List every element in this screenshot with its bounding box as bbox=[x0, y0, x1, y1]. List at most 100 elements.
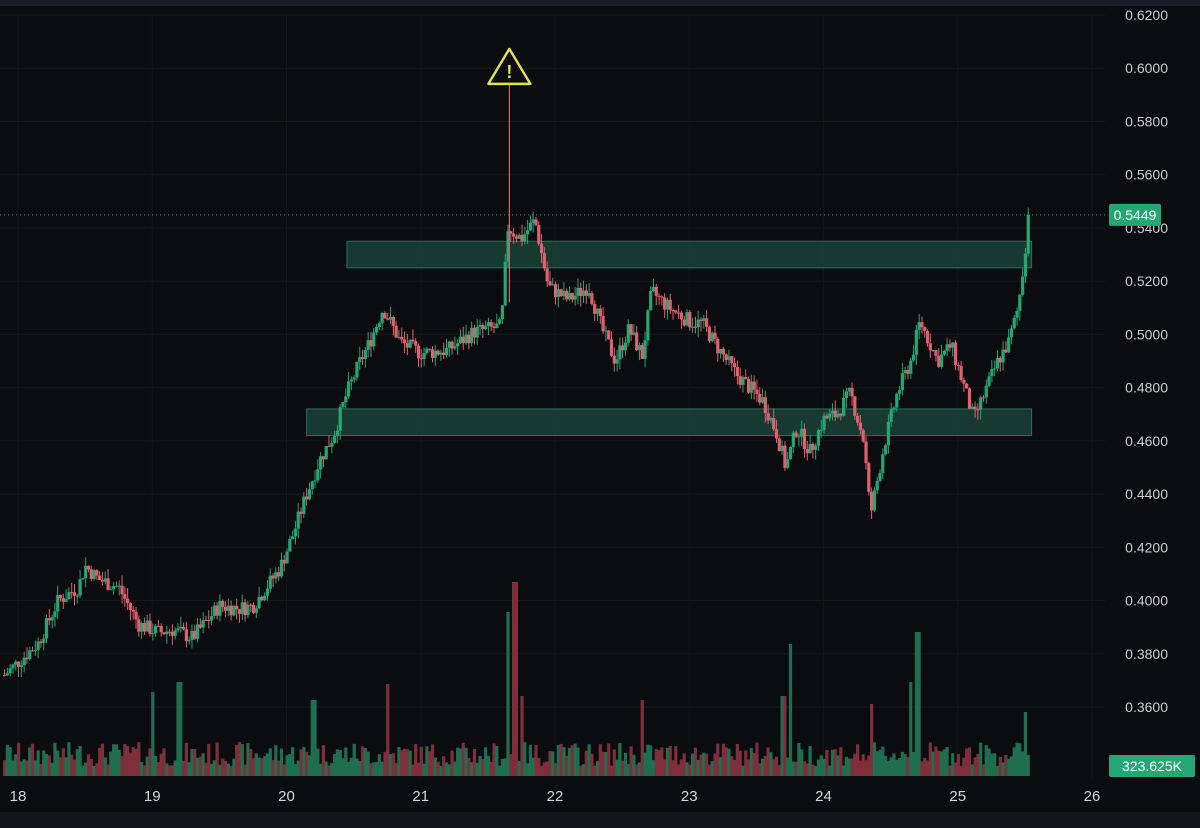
volume-bar bbox=[635, 764, 639, 776]
volume-bar bbox=[716, 743, 720, 776]
candle-body bbox=[397, 336, 401, 338]
candle-body bbox=[886, 421, 890, 446]
candle-body bbox=[948, 344, 952, 348]
volume-bar bbox=[243, 764, 247, 776]
candle-body bbox=[945, 344, 949, 351]
volume-bar bbox=[484, 747, 488, 776]
volume-bar bbox=[693, 747, 698, 776]
volume-bar bbox=[643, 752, 647, 776]
volume-bar bbox=[458, 748, 463, 776]
candle-body bbox=[872, 490, 877, 511]
candle-body bbox=[56, 594, 60, 612]
volume-bar bbox=[405, 749, 409, 776]
candle-body bbox=[489, 322, 493, 327]
volume-bar bbox=[209, 763, 214, 776]
candle-body bbox=[243, 602, 247, 616]
candle-body bbox=[763, 397, 767, 414]
volume-bar bbox=[232, 758, 236, 776]
volume-bar bbox=[962, 757, 966, 776]
candle-body bbox=[679, 312, 684, 320]
volume-bar bbox=[293, 763, 298, 776]
candle-body bbox=[704, 318, 709, 327]
candle-body bbox=[844, 391, 849, 398]
volume-badge: 323.625K bbox=[1109, 755, 1195, 777]
x-tick-label: 22 bbox=[547, 788, 564, 805]
candle-body bbox=[433, 350, 437, 358]
candle-body bbox=[766, 413, 770, 421]
volume-bar bbox=[268, 748, 272, 776]
candle-body bbox=[724, 354, 728, 360]
candle-body bbox=[623, 342, 628, 351]
volume-bar bbox=[744, 750, 748, 776]
x-tick-label: 26 bbox=[1084, 788, 1101, 805]
volume-bar bbox=[263, 756, 267, 776]
volume-bar bbox=[307, 755, 312, 776]
candle-body bbox=[257, 596, 261, 609]
candle-body bbox=[607, 330, 611, 340]
candle-body bbox=[654, 286, 658, 296]
candle-body bbox=[1007, 337, 1011, 353]
candle-body bbox=[663, 297, 667, 310]
volume-bar bbox=[154, 755, 158, 776]
candle-body bbox=[355, 361, 359, 378]
candle-body bbox=[492, 326, 496, 329]
candle-body bbox=[313, 480, 317, 482]
zones bbox=[306, 240, 1033, 437]
candle-body bbox=[349, 379, 353, 382]
volume-bar bbox=[221, 758, 225, 776]
candle-body bbox=[621, 345, 625, 351]
y-tick-label: 0.4400 bbox=[1125, 486, 1168, 502]
volume-bar bbox=[777, 765, 781, 776]
y-tick-label: 0.6200 bbox=[1125, 7, 1168, 23]
candle-body bbox=[956, 364, 960, 366]
warning-icon[interactable]: ! bbox=[487, 47, 532, 86]
candle-body bbox=[226, 605, 230, 611]
volume-bar bbox=[791, 761, 795, 776]
candle-body bbox=[207, 620, 211, 622]
candle-body bbox=[19, 665, 23, 667]
volume-bar bbox=[265, 753, 270, 776]
candle-body bbox=[825, 415, 829, 419]
candle-body bbox=[892, 407, 896, 410]
volume-bar bbox=[984, 745, 988, 776]
candle-body bbox=[895, 393, 899, 408]
candle-body bbox=[229, 605, 233, 616]
volume-bar bbox=[349, 757, 353, 776]
volume-bar bbox=[951, 753, 955, 776]
volume-bar bbox=[439, 765, 443, 776]
candle-body bbox=[509, 231, 513, 234]
y-tick-label: 0.5600 bbox=[1125, 167, 1168, 183]
candle-body bbox=[268, 575, 272, 589]
volume-bar bbox=[274, 745, 278, 776]
volume-bar bbox=[909, 682, 913, 776]
volume-bar bbox=[316, 748, 320, 776]
volume-bar bbox=[282, 764, 286, 776]
candle-body bbox=[598, 308, 602, 317]
candle-body bbox=[36, 641, 40, 650]
candle-body bbox=[579, 287, 583, 296]
volume-bar bbox=[223, 760, 228, 776]
volume-bar bbox=[749, 748, 753, 776]
volume-bar bbox=[383, 751, 387, 776]
volume-bar bbox=[897, 758, 902, 776]
volume-bar bbox=[819, 755, 823, 776]
volume-bar bbox=[201, 753, 205, 776]
candle-body bbox=[464, 334, 468, 344]
candle-body bbox=[117, 585, 121, 587]
candle-body bbox=[42, 638, 46, 644]
candle-body bbox=[998, 358, 1002, 363]
volume-bar bbox=[654, 748, 658, 776]
candle-body bbox=[640, 345, 644, 359]
y-tick-label: 0.3800 bbox=[1125, 646, 1168, 662]
volume-bar bbox=[212, 760, 216, 776]
candle-body bbox=[307, 489, 312, 500]
candle-body bbox=[842, 397, 846, 416]
candle-body bbox=[198, 624, 202, 628]
candle-body bbox=[447, 341, 451, 348]
candle-body bbox=[1018, 294, 1022, 311]
candle-body bbox=[548, 281, 552, 286]
candle-body bbox=[590, 293, 594, 304]
volume-bar bbox=[713, 753, 717, 776]
